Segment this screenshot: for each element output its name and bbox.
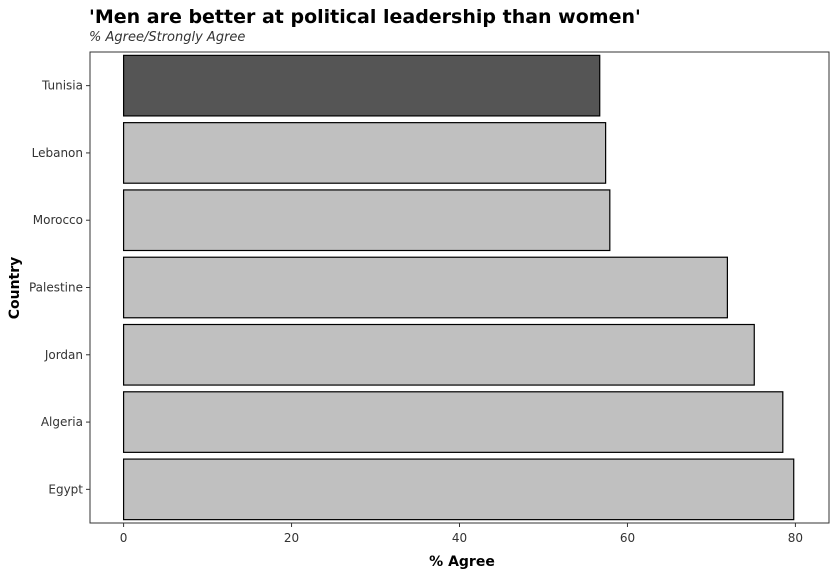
x-tick-label-40: 40 <box>452 531 467 545</box>
bar-palestine <box>122 256 728 319</box>
x-tick-label-0: 0 <box>120 531 128 545</box>
bar-lebanon <box>122 122 607 184</box>
bar-jordan <box>122 323 755 386</box>
x-tick-label-20: 20 <box>284 531 299 545</box>
y-tick-label-lebanon: Lebanon <box>32 146 83 160</box>
x-tick-label-80: 80 <box>788 531 803 545</box>
y-axis-label: Country <box>7 257 23 320</box>
chart-title: 'Men are better at political leadership … <box>89 6 641 28</box>
x-tick-label-60: 60 <box>620 531 635 545</box>
y-tick-label-egypt: Egypt <box>48 482 83 496</box>
bar-morocco <box>122 189 611 252</box>
x-axis-label: % Agree <box>429 554 495 570</box>
chart-subtitle: % Agree/Strongly Agree <box>89 30 246 45</box>
bar-egypt <box>122 458 795 521</box>
bar-tunisia <box>122 54 601 117</box>
y-tick-label-algeria: Algeria <box>41 415 83 429</box>
y-tick-label-morocco: Morocco <box>33 213 83 227</box>
bar-algeria <box>122 391 784 453</box>
y-tick-label-palestine: Palestine <box>29 281 83 295</box>
y-tick-label-tunisia: Tunisia <box>41 79 83 93</box>
y-tick-label-jordan: Jordan <box>44 348 83 362</box>
